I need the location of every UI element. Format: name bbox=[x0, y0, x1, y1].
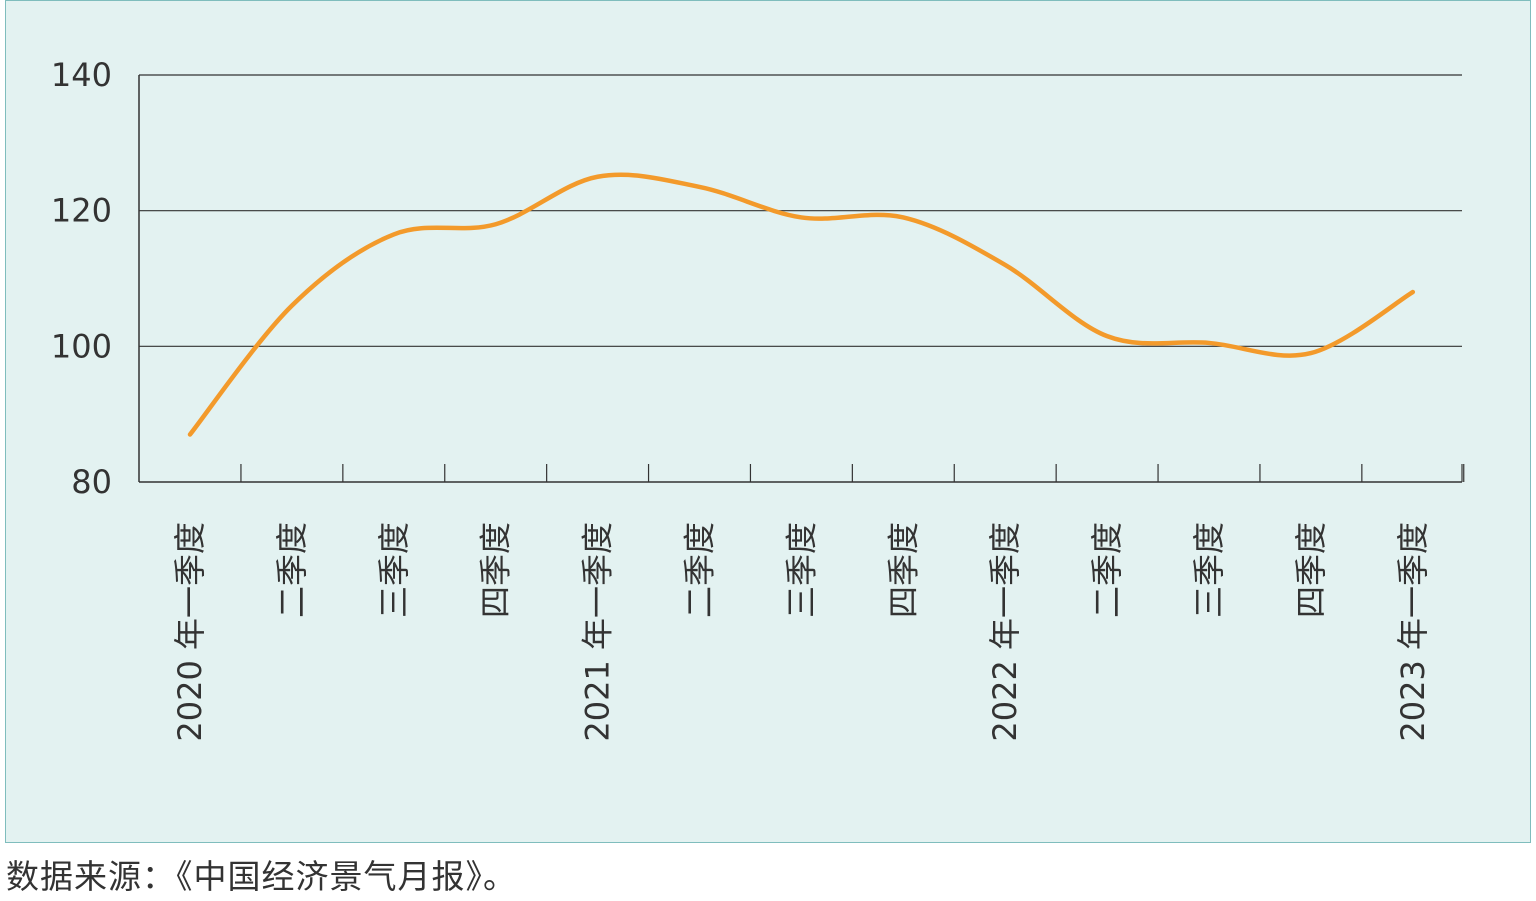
y-tick-label: 80 bbox=[71, 463, 112, 501]
x-tick-label: 四季度 bbox=[1292, 522, 1330, 618]
x-tick-label: 三季度 bbox=[782, 522, 820, 618]
y-tick-label: 120 bbox=[51, 192, 112, 230]
x-tick-label: 三季度 bbox=[1190, 522, 1228, 618]
x-tick-label: 2020 年一季度 bbox=[171, 522, 209, 742]
x-tick-label: 四季度 bbox=[477, 522, 515, 618]
x-tick-label: 二季度 bbox=[1088, 522, 1126, 618]
x-axis-ticks: 2020 年一季度 二季度 三季度 四季度 2021 年一季度 二季度 三季度 四季度 2022… bbox=[171, 522, 1432, 742]
series-layer bbox=[187, 172, 1416, 437]
x-tick-label: 四季度 bbox=[884, 522, 922, 618]
series-line bbox=[187, 172, 1416, 437]
x-tick-label: 三季度 bbox=[375, 522, 413, 618]
y-axis-ticks: 80 100 120 140 bbox=[51, 56, 112, 501]
axes bbox=[138, 75, 1465, 483]
x-tick-label: 2021 年一季度 bbox=[579, 522, 617, 742]
x-tick-label: 二季度 bbox=[273, 522, 311, 618]
chart-panel bbox=[5, 0, 1531, 843]
y-tick-label: 140 bbox=[51, 56, 112, 94]
source-note: 数据来源：《中国经济景气月报》。 bbox=[6, 857, 517, 896]
y-tick-label: 100 bbox=[51, 327, 112, 365]
line-chart: 80 100 120 140 2020 年一季度 二季度 三季度 四季度 2021 年一季度 二… bbox=[51, 56, 1465, 742]
grid-lines bbox=[139, 74, 1462, 347]
x-tick-label: 二季度 bbox=[681, 522, 719, 618]
x-tick-label: 2023 年一季度 bbox=[1394, 522, 1432, 742]
x-tick-label: 2022 年一季度 bbox=[986, 522, 1024, 742]
